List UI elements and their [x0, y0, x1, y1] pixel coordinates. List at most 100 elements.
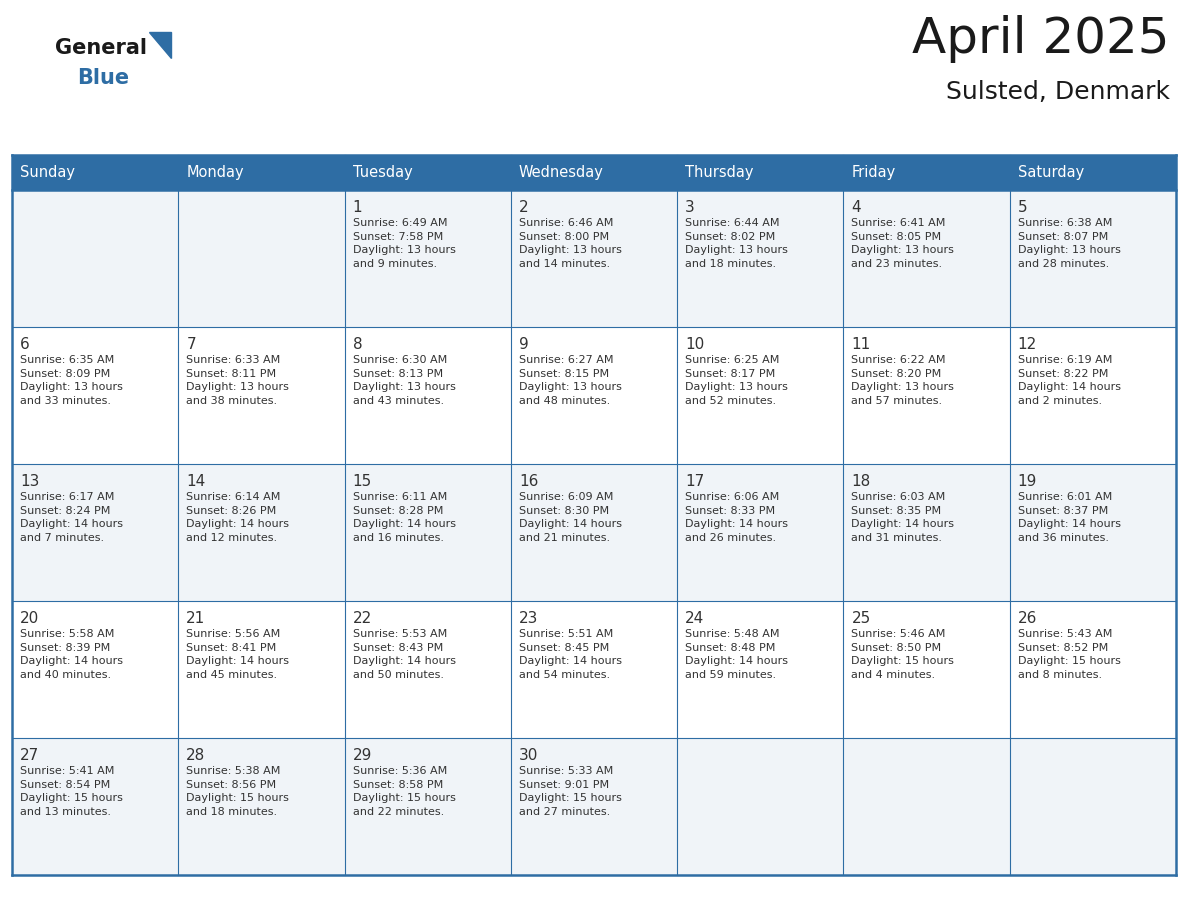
Bar — [677, 327, 843, 464]
Text: Sunrise: 6:11 AM
Sunset: 8:28 PM
Daylight: 14 hours
and 16 minutes.: Sunrise: 6:11 AM Sunset: 8:28 PM Dayligh… — [353, 492, 455, 543]
Bar — [178, 190, 345, 327]
Text: Sunrise: 5:36 AM
Sunset: 8:58 PM
Daylight: 15 hours
and 22 minutes.: Sunrise: 5:36 AM Sunset: 8:58 PM Dayligh… — [353, 766, 455, 817]
Text: Sunrise: 5:48 AM
Sunset: 8:48 PM
Daylight: 14 hours
and 59 minutes.: Sunrise: 5:48 AM Sunset: 8:48 PM Dayligh… — [685, 629, 788, 680]
Bar — [12, 155, 178, 190]
Text: 16: 16 — [519, 474, 538, 489]
Text: 13: 13 — [20, 474, 39, 489]
Bar — [843, 738, 1010, 875]
Text: 1: 1 — [353, 200, 362, 215]
Text: Sunrise: 6:41 AM
Sunset: 8:05 PM
Daylight: 13 hours
and 23 minutes.: Sunrise: 6:41 AM Sunset: 8:05 PM Dayligh… — [852, 218, 954, 269]
Bar — [677, 155, 843, 190]
Bar — [345, 190, 511, 327]
Text: 25: 25 — [852, 611, 871, 626]
Text: Sunrise: 5:46 AM
Sunset: 8:50 PM
Daylight: 15 hours
and 4 minutes.: Sunrise: 5:46 AM Sunset: 8:50 PM Dayligh… — [852, 629, 954, 680]
Text: 27: 27 — [20, 748, 39, 763]
Bar — [345, 738, 511, 875]
Bar — [345, 601, 511, 738]
Text: 20: 20 — [20, 611, 39, 626]
Bar — [345, 155, 511, 190]
Text: 22: 22 — [353, 611, 372, 626]
Bar — [12, 190, 178, 327]
Bar — [843, 155, 1010, 190]
Text: 28: 28 — [187, 748, 206, 763]
Bar — [345, 464, 511, 601]
Text: Sunrise: 6:30 AM
Sunset: 8:13 PM
Daylight: 13 hours
and 43 minutes.: Sunrise: 6:30 AM Sunset: 8:13 PM Dayligh… — [353, 355, 455, 406]
Text: Sunrise: 6:27 AM
Sunset: 8:15 PM
Daylight: 13 hours
and 48 minutes.: Sunrise: 6:27 AM Sunset: 8:15 PM Dayligh… — [519, 355, 621, 406]
Text: 8: 8 — [353, 337, 362, 352]
Text: 24: 24 — [685, 611, 704, 626]
Text: Sunrise: 5:51 AM
Sunset: 8:45 PM
Daylight: 14 hours
and 54 minutes.: Sunrise: 5:51 AM Sunset: 8:45 PM Dayligh… — [519, 629, 621, 680]
Bar — [12, 738, 178, 875]
Text: 29: 29 — [353, 748, 372, 763]
Bar — [511, 601, 677, 738]
Text: 12: 12 — [1018, 337, 1037, 352]
Bar — [843, 464, 1010, 601]
Text: Friday: Friday — [852, 165, 896, 180]
Bar — [178, 738, 345, 875]
Text: Sunrise: 6:09 AM
Sunset: 8:30 PM
Daylight: 14 hours
and 21 minutes.: Sunrise: 6:09 AM Sunset: 8:30 PM Dayligh… — [519, 492, 621, 543]
Text: April 2025: April 2025 — [912, 15, 1170, 63]
Text: General: General — [55, 38, 147, 58]
Text: Tuesday: Tuesday — [353, 165, 412, 180]
Text: Monday: Monday — [187, 165, 244, 180]
Text: Sunrise: 6:22 AM
Sunset: 8:20 PM
Daylight: 13 hours
and 57 minutes.: Sunrise: 6:22 AM Sunset: 8:20 PM Dayligh… — [852, 355, 954, 406]
Text: 4: 4 — [852, 200, 861, 215]
Text: 3: 3 — [685, 200, 695, 215]
Text: Sunrise: 6:44 AM
Sunset: 8:02 PM
Daylight: 13 hours
and 18 minutes.: Sunrise: 6:44 AM Sunset: 8:02 PM Dayligh… — [685, 218, 788, 269]
Bar — [511, 464, 677, 601]
Text: Sunrise: 6:46 AM
Sunset: 8:00 PM
Daylight: 13 hours
and 14 minutes.: Sunrise: 6:46 AM Sunset: 8:00 PM Dayligh… — [519, 218, 621, 269]
Text: 10: 10 — [685, 337, 704, 352]
Text: 19: 19 — [1018, 474, 1037, 489]
Text: Sunrise: 5:56 AM
Sunset: 8:41 PM
Daylight: 14 hours
and 45 minutes.: Sunrise: 5:56 AM Sunset: 8:41 PM Dayligh… — [187, 629, 290, 680]
Bar — [345, 327, 511, 464]
Text: Sulsted, Denmark: Sulsted, Denmark — [946, 80, 1170, 104]
Text: Sunrise: 5:33 AM
Sunset: 9:01 PM
Daylight: 15 hours
and 27 minutes.: Sunrise: 5:33 AM Sunset: 9:01 PM Dayligh… — [519, 766, 621, 817]
Text: Sunrise: 5:43 AM
Sunset: 8:52 PM
Daylight: 15 hours
and 8 minutes.: Sunrise: 5:43 AM Sunset: 8:52 PM Dayligh… — [1018, 629, 1120, 680]
Text: Thursday: Thursday — [685, 165, 753, 180]
Text: 5: 5 — [1018, 200, 1028, 215]
Bar — [677, 190, 843, 327]
Text: Sunrise: 5:58 AM
Sunset: 8:39 PM
Daylight: 14 hours
and 40 minutes.: Sunrise: 5:58 AM Sunset: 8:39 PM Dayligh… — [20, 629, 124, 680]
Bar — [511, 190, 677, 327]
Text: Sunrise: 6:25 AM
Sunset: 8:17 PM
Daylight: 13 hours
and 52 minutes.: Sunrise: 6:25 AM Sunset: 8:17 PM Dayligh… — [685, 355, 788, 406]
Bar — [511, 327, 677, 464]
Text: 11: 11 — [852, 337, 871, 352]
Bar — [677, 464, 843, 601]
Bar — [677, 738, 843, 875]
Bar — [1010, 190, 1176, 327]
Text: 23: 23 — [519, 611, 538, 626]
Text: Sunrise: 5:41 AM
Sunset: 8:54 PM
Daylight: 15 hours
and 13 minutes.: Sunrise: 5:41 AM Sunset: 8:54 PM Dayligh… — [20, 766, 122, 817]
Text: 21: 21 — [187, 611, 206, 626]
Bar — [843, 190, 1010, 327]
Bar — [12, 601, 178, 738]
Text: 17: 17 — [685, 474, 704, 489]
Bar — [178, 464, 345, 601]
Text: Sunrise: 6:14 AM
Sunset: 8:26 PM
Daylight: 14 hours
and 12 minutes.: Sunrise: 6:14 AM Sunset: 8:26 PM Dayligh… — [187, 492, 290, 543]
Text: 9: 9 — [519, 337, 529, 352]
Bar — [843, 601, 1010, 738]
Bar — [178, 155, 345, 190]
Text: Sunrise: 6:03 AM
Sunset: 8:35 PM
Daylight: 14 hours
and 31 minutes.: Sunrise: 6:03 AM Sunset: 8:35 PM Dayligh… — [852, 492, 954, 543]
Text: Sunrise: 6:35 AM
Sunset: 8:09 PM
Daylight: 13 hours
and 33 minutes.: Sunrise: 6:35 AM Sunset: 8:09 PM Dayligh… — [20, 355, 122, 406]
Text: Sunrise: 6:06 AM
Sunset: 8:33 PM
Daylight: 14 hours
and 26 minutes.: Sunrise: 6:06 AM Sunset: 8:33 PM Dayligh… — [685, 492, 788, 543]
Bar — [511, 155, 677, 190]
Bar — [1010, 464, 1176, 601]
Text: Sunrise: 5:53 AM
Sunset: 8:43 PM
Daylight: 14 hours
and 50 minutes.: Sunrise: 5:53 AM Sunset: 8:43 PM Dayligh… — [353, 629, 455, 680]
Text: Sunrise: 6:33 AM
Sunset: 8:11 PM
Daylight: 13 hours
and 38 minutes.: Sunrise: 6:33 AM Sunset: 8:11 PM Dayligh… — [187, 355, 289, 406]
Text: Sunrise: 5:38 AM
Sunset: 8:56 PM
Daylight: 15 hours
and 18 minutes.: Sunrise: 5:38 AM Sunset: 8:56 PM Dayligh… — [187, 766, 289, 817]
Text: Sunrise: 6:38 AM
Sunset: 8:07 PM
Daylight: 13 hours
and 28 minutes.: Sunrise: 6:38 AM Sunset: 8:07 PM Dayligh… — [1018, 218, 1120, 269]
Text: 7: 7 — [187, 337, 196, 352]
Text: Saturday: Saturday — [1018, 165, 1083, 180]
Text: Sunday: Sunday — [20, 165, 75, 180]
Text: 2: 2 — [519, 200, 529, 215]
Text: 15: 15 — [353, 474, 372, 489]
Bar — [1010, 601, 1176, 738]
Text: 6: 6 — [20, 337, 30, 352]
Bar — [12, 327, 178, 464]
Text: Sunrise: 6:17 AM
Sunset: 8:24 PM
Daylight: 14 hours
and 7 minutes.: Sunrise: 6:17 AM Sunset: 8:24 PM Dayligh… — [20, 492, 124, 543]
Text: 26: 26 — [1018, 611, 1037, 626]
Text: 14: 14 — [187, 474, 206, 489]
Bar — [178, 601, 345, 738]
Bar — [1010, 738, 1176, 875]
Text: Wednesday: Wednesday — [519, 165, 604, 180]
